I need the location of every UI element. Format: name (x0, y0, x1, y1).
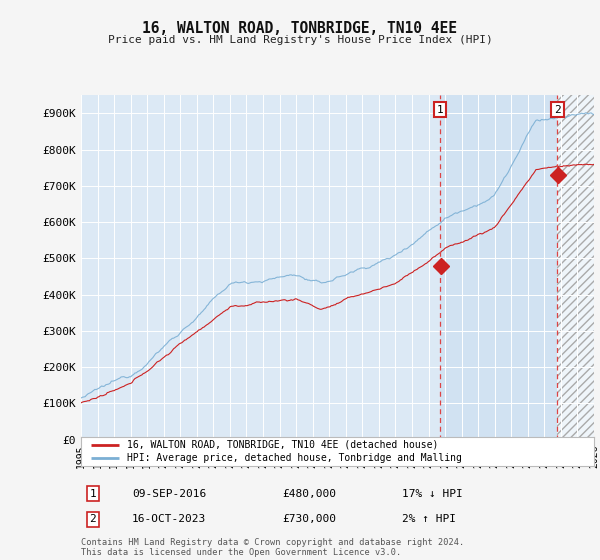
Text: 1: 1 (89, 489, 97, 499)
Text: 17% ↓ HPI: 17% ↓ HPI (402, 489, 463, 499)
Text: HPI: Average price, detached house, Tonbridge and Malling: HPI: Average price, detached house, Tonb… (127, 453, 462, 463)
Text: 2: 2 (89, 514, 97, 524)
Bar (440, 95, 557, 440)
Text: 09-SEP-2016: 09-SEP-2016 (132, 489, 206, 499)
Text: 2% ↑ HPI: 2% ↑ HPI (402, 514, 456, 524)
Text: £730,000: £730,000 (282, 514, 336, 524)
Text: Contains HM Land Registry data © Crown copyright and database right 2024.
This d: Contains HM Land Registry data © Crown c… (81, 538, 464, 557)
Text: 2: 2 (554, 105, 561, 115)
Text: £480,000: £480,000 (282, 489, 336, 499)
Text: 1: 1 (437, 105, 443, 115)
Text: 16, WALTON ROAD, TONBRIDGE, TN10 4EE (detached house): 16, WALTON ROAD, TONBRIDGE, TN10 4EE (de… (127, 440, 439, 450)
Text: 16, WALTON ROAD, TONBRIDGE, TN10 4EE: 16, WALTON ROAD, TONBRIDGE, TN10 4EE (143, 21, 458, 36)
Text: 16-OCT-2023: 16-OCT-2023 (132, 514, 206, 524)
Text: Price paid vs. HM Land Registry's House Price Index (HPI): Price paid vs. HM Land Registry's House … (107, 35, 493, 45)
